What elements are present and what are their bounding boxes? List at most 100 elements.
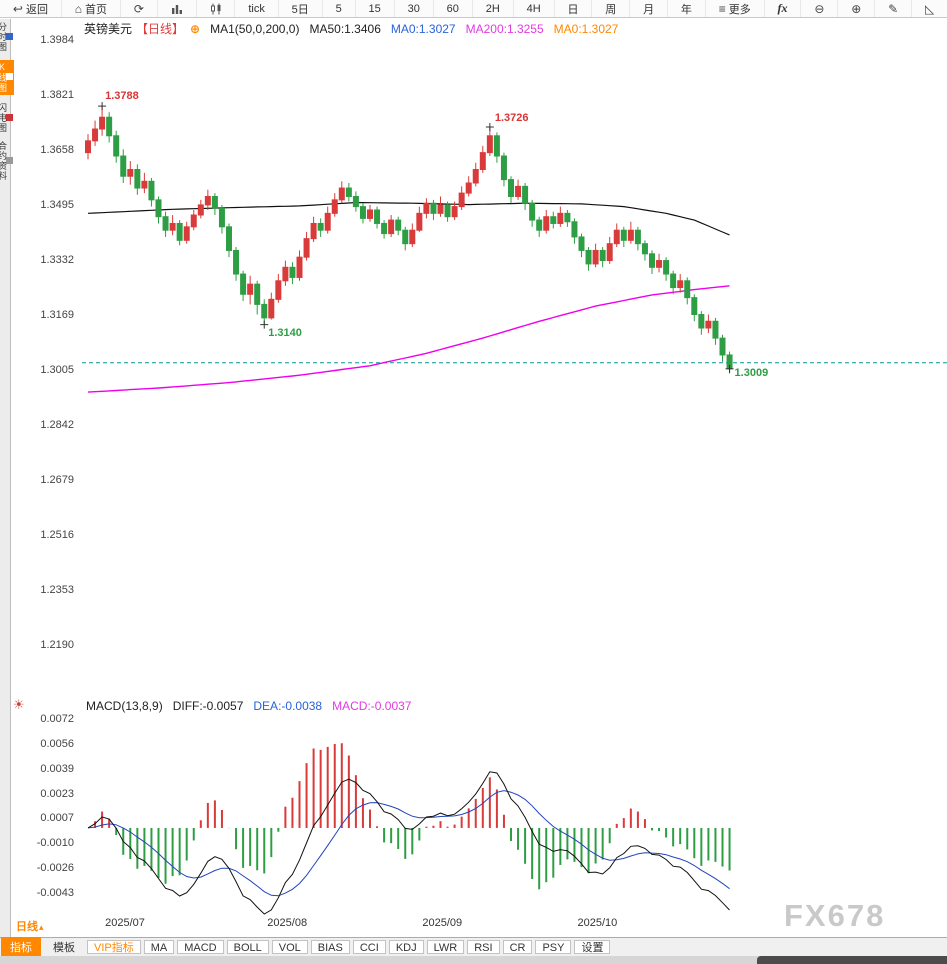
toolbar-item-refresh-icon[interactable]: ⟳ [121, 0, 158, 17]
indicator-tab-模板[interactable]: 模板 [53, 942, 75, 954]
toolbar-item-更多[interactable]: ≡ 更多 [706, 0, 765, 17]
ma-value: MA0:1.3027 [390, 21, 456, 36]
indicator-button-boll[interactable]: BOLL [226, 940, 269, 954]
chart-header: 英镑美元 【日线】 ⊕ MA1(50,0,200,0) MA50:1.3406 MA… [84, 20, 618, 37]
toolbar-item-label: 5日 [291, 3, 309, 16]
toolbar-item-首页[interactable]: ⌂ 首页 [62, 0, 121, 17]
toolbar-item-label: tick [248, 2, 265, 15]
toolbar-item-15[interactable]: 15 [356, 0, 395, 17]
toolbar-item-zoom-out-icon[interactable]: ⊖ [801, 0, 839, 17]
price-axis-label: 1.2516 [40, 529, 74, 541]
toolbar-item-label: 30 [407, 2, 420, 15]
symbol-title: 英镑美元 [84, 22, 133, 36]
toolbar-item-label: 周 [605, 3, 617, 16]
macd-value: DIFF:-0.0057 [172, 699, 244, 713]
indicator-button-psy[interactable]: PSY [535, 940, 572, 954]
sidebar-tab-icon [6, 156, 13, 164]
price-axis-label: 1.3821 [40, 89, 74, 101]
indicator-button-lwr[interactable]: LWR [426, 940, 465, 954]
sidebar-tab-K线图[interactable]: K线图 [0, 60, 14, 95]
toolbar-item-label: 日 [567, 3, 579, 16]
price-axis-label: 1.2190 [40, 639, 74, 651]
time-axis-label: 2025/08 [267, 917, 308, 929]
toolbar-item-candle-chart-icon[interactable] [197, 0, 236, 17]
toolbar-item-60[interactable]: 60 [434, 0, 473, 17]
toolbar-item-ruler-icon[interactable]: ◺ [912, 0, 947, 17]
pencil-icon: ✎ [888, 1, 899, 16]
settings-button[interactable]: 设置 [574, 940, 611, 954]
toolbar-item-bar-chart-icon[interactable] [158, 0, 197, 17]
macd-axis-label: -0.0043 [36, 886, 74, 899]
indicator-button-macd[interactable]: MACD [177, 940, 224, 954]
toolbar-item-周[interactable]: 周 [592, 0, 631, 17]
indicator-button-kdj[interactable]: KDJ [388, 940, 424, 954]
price-axis-label: 1.3005 [40, 364, 74, 376]
vip-indicator-button[interactable]: VIP指标 [87, 940, 141, 954]
price-axis-label: 1.2353 [40, 584, 74, 596]
toolbar-item-label: 月 [643, 3, 655, 16]
toolbar-item-返回[interactable]: ↩ 返回 [0, 0, 62, 17]
toolbar-item-30[interactable]: 30 [395, 0, 434, 17]
add-indicator-icon[interactable]: ⊕ [190, 21, 201, 36]
indicator-toolbar: 指标 模板 VIP指标 MA MACD BOLL VOL BIAS CCI KDJ LWR RSI CR… [0, 937, 947, 957]
toolbar-item-年[interactable]: 年 [668, 0, 706, 17]
sidebar-tab-icon [6, 73, 13, 80]
chevron-up-icon: ▴ [39, 922, 44, 932]
scrollbar-handle[interactable] [757, 956, 947, 964]
toolbar-item-2H[interactable]: 2H [473, 0, 514, 17]
sidebar-tab-label: 闪电图 [0, 103, 7, 133]
bar-chart-icon [171, 3, 183, 15]
macd-axis-label: 0.0072 [40, 713, 74, 725]
toolbar-item-tick[interactable]: tick [235, 0, 279, 17]
period-dropdown[interactable]: 日线▴ [16, 918, 44, 934]
price-axis-label: 1.3169 [40, 309, 74, 321]
ma-value: MA200:1.3255 [465, 21, 544, 36]
menu-icon: ≡ [718, 1, 726, 16]
candle-chart-icon [210, 3, 222, 15]
indicator-settings-icon[interactable]: ☀ [13, 697, 25, 712]
toolbar-item-label: 年 [680, 3, 692, 16]
price-annotation: 1.3726 [494, 112, 529, 124]
price-axis-label: 1.3984 [40, 34, 74, 46]
period-tag: 【日线】 [136, 22, 185, 36]
toolbar-item-zoom-in-icon[interactable]: ⊕ [838, 0, 876, 17]
macd-value: MACD(13,8,9) [86, 699, 163, 713]
toolbar-item-5日[interactable]: 5日 [279, 0, 323, 17]
indicator-tab-指标[interactable]: 指标 [1, 937, 41, 957]
toolbar-item-4H[interactable]: 4H [514, 0, 555, 17]
price-axis-label: 1.3332 [40, 254, 74, 266]
toolbar-item-月[interactable]: 月 [630, 0, 668, 17]
sidebar-tab-label: 分时图 [0, 22, 7, 52]
home-icon: ⌂ [74, 1, 83, 16]
macd-axis-label: -0.0026 [36, 862, 74, 875]
toolbar-item-label: fx [777, 1, 788, 15]
toolbar-item-label: 60 [446, 2, 459, 15]
macd-axis-label: 0.0056 [40, 737, 74, 750]
indicator-button-vol[interactable]: VOL [271, 940, 308, 954]
price-axis-label: 1.2842 [40, 419, 74, 431]
indicator-button-cci[interactable]: CCI [352, 940, 386, 954]
indicator-button-cr[interactable]: CR [502, 940, 533, 954]
sidebar-tab-合约资料[interactable]: 合约资料 [0, 141, 13, 181]
toolbar-item-5[interactable]: 5 [323, 0, 356, 17]
period-dropdown-label: 日线 [16, 921, 38, 933]
toolbar-item-pencil-icon[interactable]: ✎ [875, 0, 913, 17]
refresh-icon: ⟳ [133, 1, 144, 16]
back-icon: ↩ [12, 1, 23, 16]
sidebar-tab-icon [6, 32, 13, 40]
time-axis-label: 2025/09 [422, 917, 463, 929]
sidebar-tab-分时图[interactable]: 分时图 [0, 22, 13, 52]
indicator-button-rsi[interactable]: RSI [467, 940, 500, 954]
macd-header: MACD(13,8,9) DIFF:-0.0057 DEA:-0.0038 MACD:… [86, 699, 411, 713]
toolbar-item-label: 4H [526, 2, 541, 15]
sidebar-tab-icon [6, 113, 13, 121]
top-toolbar: ↩ 返回 ⌂ 首页 ⟳ tick 5日 5 15 30 60 2H 4H 日 周 月 年 ≡ 更多 fx ⊖ ⊕ ✎ ◺ [0, 0, 947, 18]
price-annotation: 1.3009 [734, 366, 769, 379]
sidebar-tab-闪电图[interactable]: 闪电图 [0, 103, 13, 133]
indicator-button-ma[interactable]: MA [143, 940, 175, 954]
macd-axis-label: -0.0010 [36, 837, 74, 850]
indicator-button-bias[interactable]: BIAS [310, 940, 350, 954]
toolbar-item-日[interactable]: 日 [555, 0, 593, 17]
toolbar-item-fx[interactable]: fx [765, 0, 802, 17]
